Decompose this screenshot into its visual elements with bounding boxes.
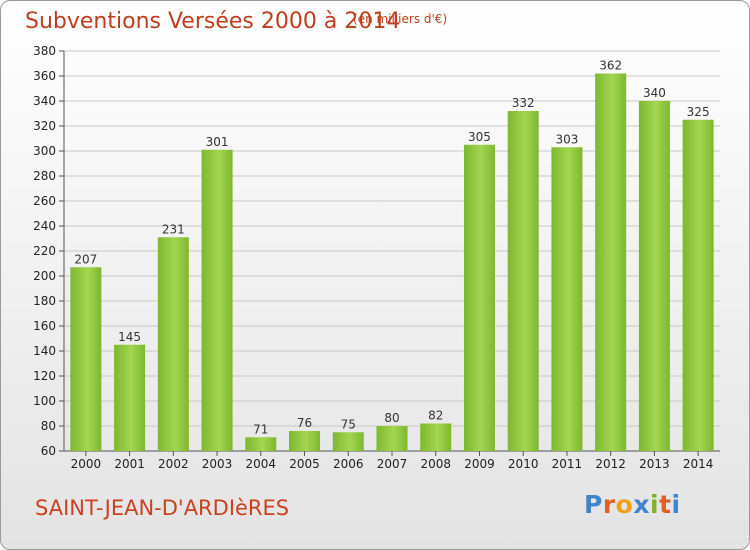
y-tick-label: 220: [33, 244, 56, 258]
bar: [638, 101, 670, 451]
data-label: 207: [74, 252, 97, 266]
y-tick-label: 340: [33, 94, 56, 108]
x-tick-label: 2001: [114, 457, 145, 471]
y-tick-label: 260: [33, 194, 56, 208]
x-tick-label: 2000: [71, 457, 102, 471]
data-label: 71: [253, 422, 268, 436]
data-label: 82: [428, 409, 443, 423]
bar: [114, 344, 146, 451]
logo-letter: t: [659, 490, 672, 519]
commune-name: SAINT-JEAN-D'ARDIèRES: [35, 496, 290, 520]
logo-letter: r: [602, 490, 616, 519]
data-label: 332: [512, 96, 535, 110]
y-tick-label: 80: [41, 419, 56, 433]
data-label: 325: [687, 105, 710, 119]
data-label: 76: [297, 416, 312, 430]
y-tick-label: 200: [33, 269, 56, 283]
y-tick-label: 360: [33, 69, 56, 83]
x-tick-label: 2008: [420, 457, 451, 471]
bar: [201, 149, 233, 451]
data-label: 305: [468, 130, 491, 144]
y-tick-label: 120: [33, 369, 56, 383]
y-tick-label: 180: [33, 294, 56, 308]
bar: [376, 426, 408, 451]
y-tick-label: 160: [33, 319, 56, 333]
y-tick-label: 320: [33, 119, 56, 133]
y-tick-label: 140: [33, 344, 56, 358]
data-label: 145: [118, 330, 141, 344]
data-label: 80: [384, 411, 399, 425]
x-tick-label: 2005: [289, 457, 320, 471]
y-tick-label: 300: [33, 144, 56, 158]
chart-title: Subventions Versées 2000 à 2014: [25, 9, 401, 34]
y-tick-label: 380: [33, 44, 56, 58]
logo-letter: i: [671, 490, 681, 519]
x-tick-label: 2006: [333, 457, 364, 471]
bar: [70, 267, 102, 451]
x-tick-label: 2012: [595, 457, 626, 471]
data-label: 340: [643, 86, 666, 100]
x-tick-label: 2004: [246, 457, 277, 471]
bar: [289, 431, 321, 451]
logo-letter: o: [615, 490, 634, 519]
bar: [332, 432, 364, 451]
bar: [595, 73, 627, 451]
bar: [157, 237, 189, 451]
data-label: 362: [599, 59, 622, 73]
data-label: 301: [206, 135, 229, 149]
chart-subtitle: (en milliers d'€): [353, 12, 448, 26]
logo-letter: i: [650, 490, 660, 519]
data-label: 303: [555, 132, 578, 146]
x-tick-label: 2010: [508, 457, 539, 471]
x-tick-label: 2007: [377, 457, 408, 471]
data-label: 231: [162, 222, 185, 236]
data-label: 75: [341, 417, 356, 431]
logo-letter: x: [633, 490, 650, 519]
logo-letter: P: [584, 490, 603, 519]
x-tick-label: 2014: [683, 457, 714, 471]
x-tick-label: 2013: [639, 457, 670, 471]
bar: [682, 119, 714, 451]
proxiti-logo: Proxiti: [584, 490, 681, 519]
x-tick-label: 2003: [202, 457, 233, 471]
x-tick-label: 2009: [464, 457, 495, 471]
bar: [507, 111, 539, 451]
y-tick-label: 60: [41, 444, 56, 458]
bar: [463, 144, 495, 451]
x-tick-label: 2011: [552, 457, 583, 471]
y-tick-label: 240: [33, 219, 56, 233]
y-tick-label: 100: [33, 394, 56, 408]
bar: [551, 147, 583, 451]
bar: [420, 423, 452, 451]
y-tick-label: 280: [33, 169, 56, 183]
bar: [245, 437, 277, 451]
x-tick-label: 2002: [158, 457, 189, 471]
